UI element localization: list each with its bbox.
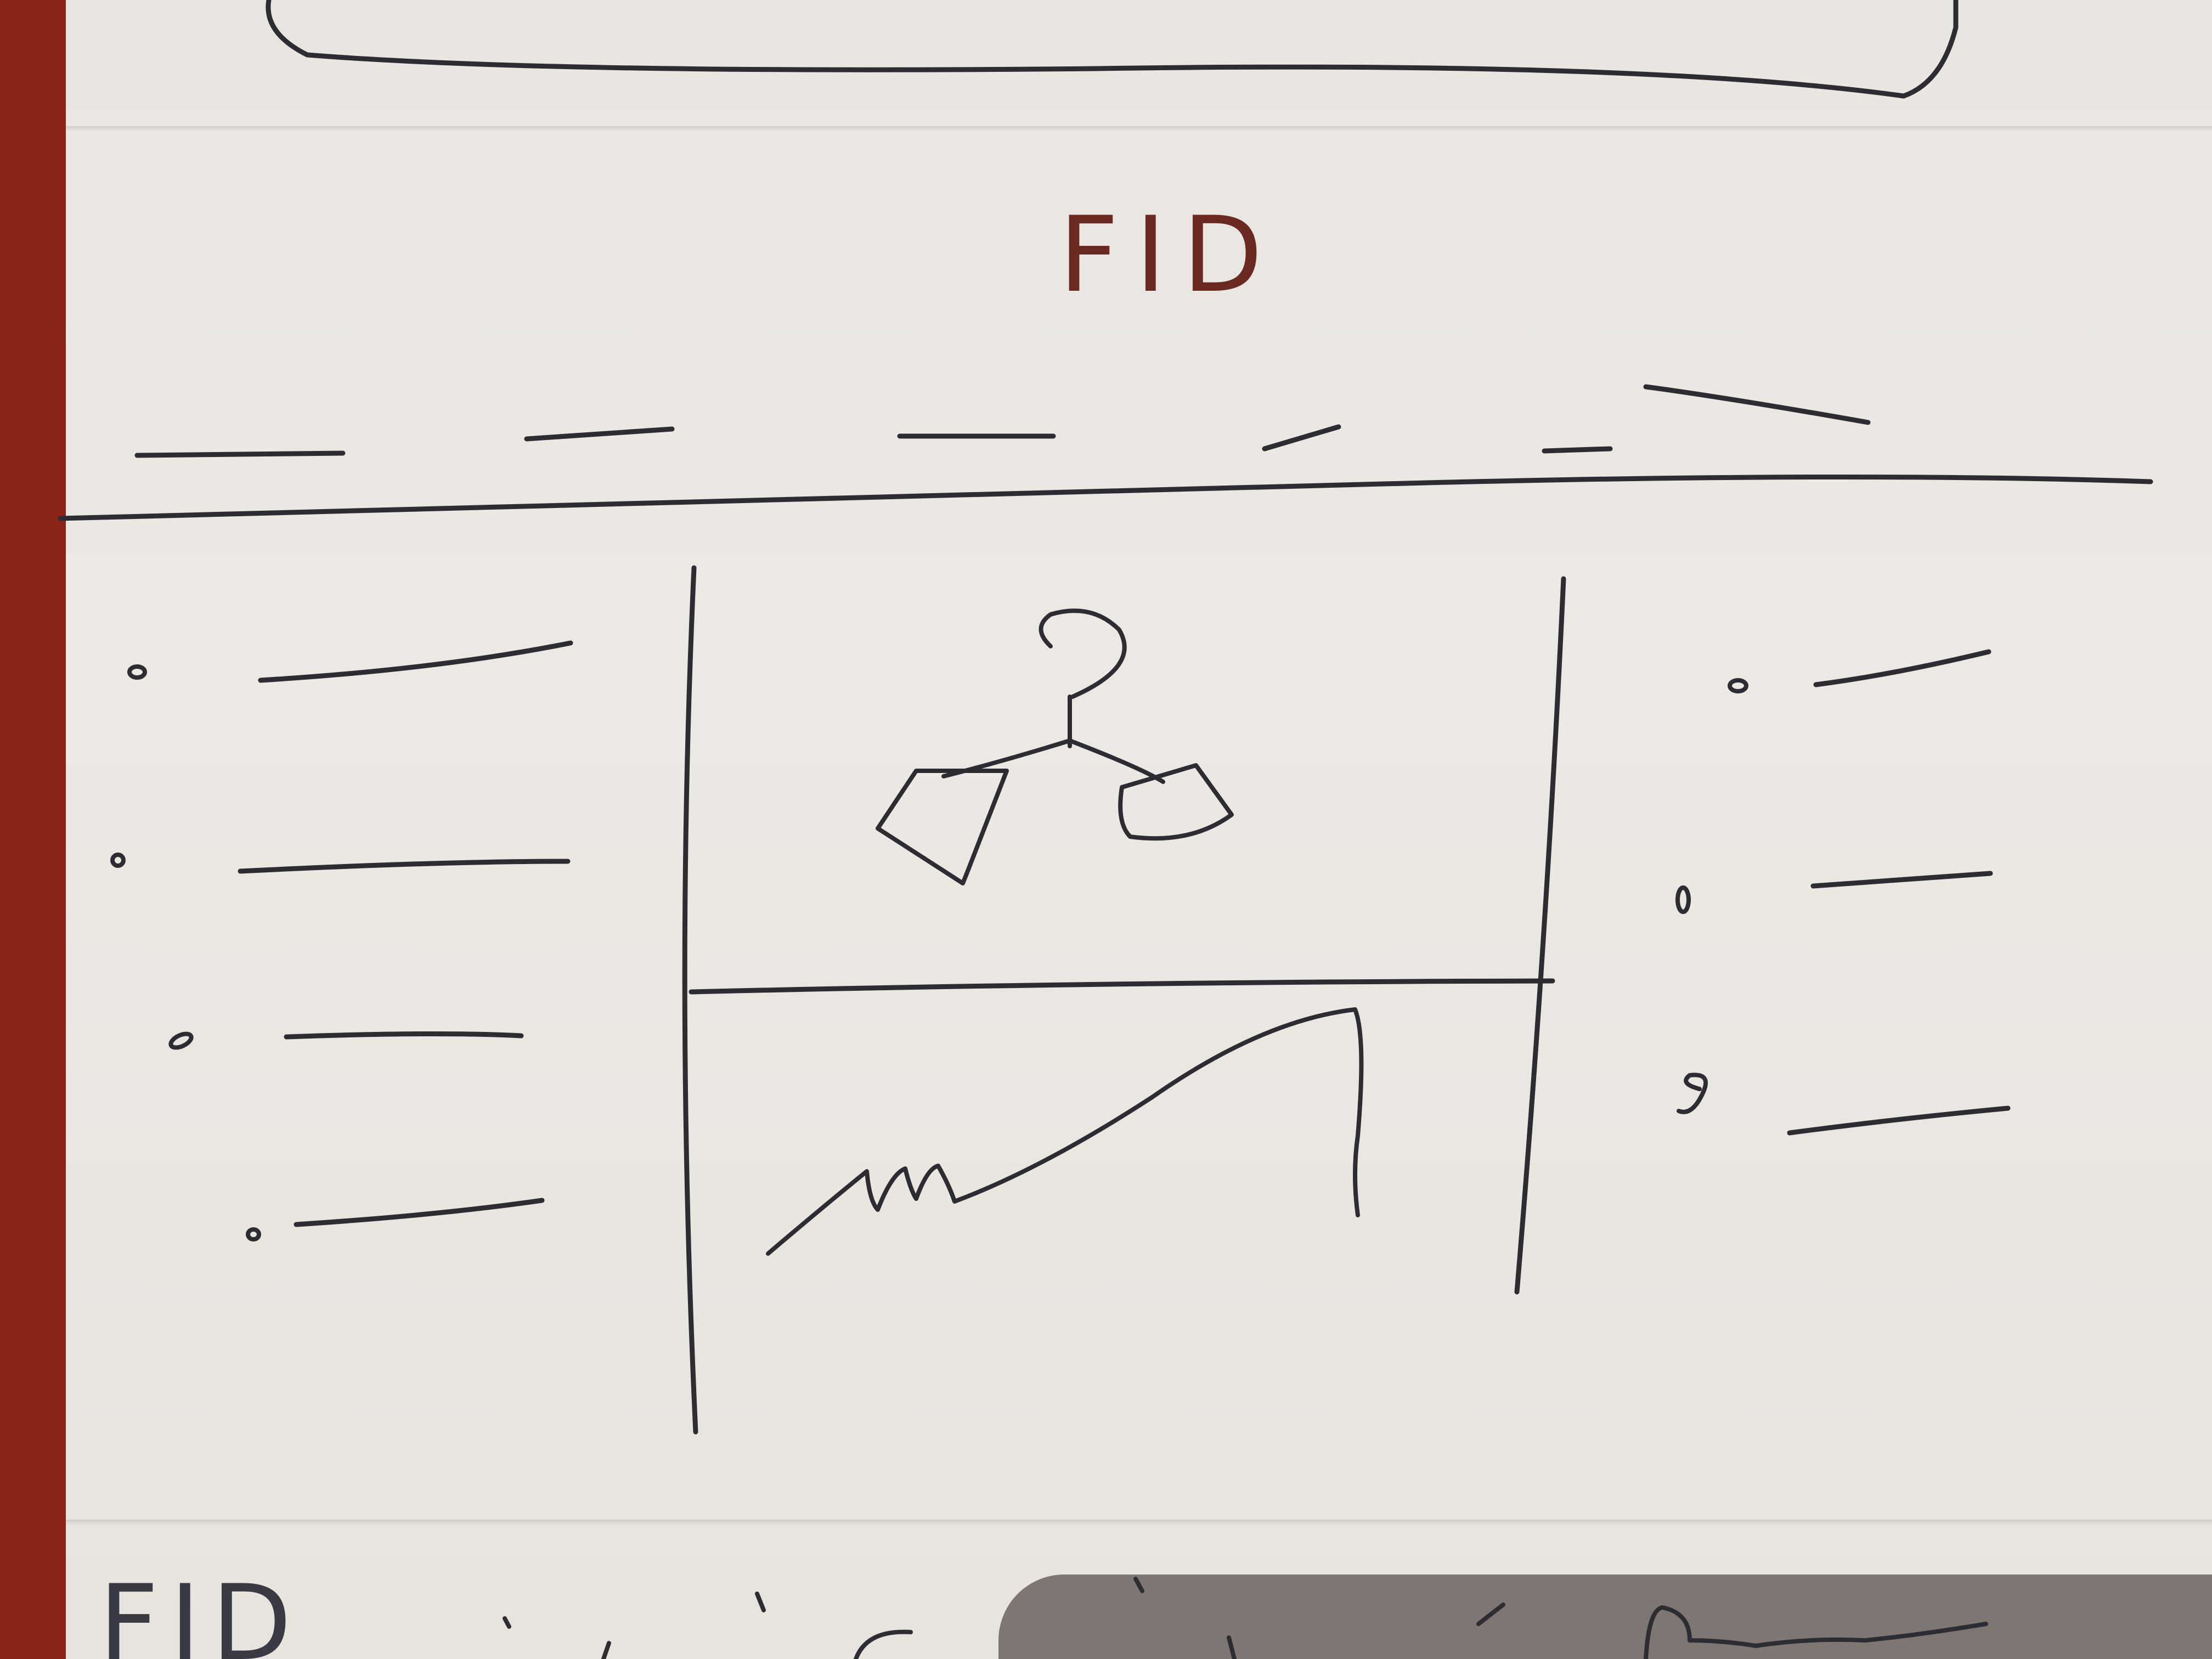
footer-link[interactable] (601, 1641, 611, 1659)
footer-link[interactable] (1227, 1635, 1237, 1659)
nav-item[interactable] (524, 426, 675, 442)
nav-menu (134, 384, 1871, 458)
list-bullet (1677, 1073, 1708, 1114)
list-bullet (168, 1031, 194, 1050)
list-item[interactable] (1787, 1105, 2011, 1136)
nav-item[interactable] (1542, 446, 1613, 454)
footer-link[interactable] (854, 1629, 913, 1659)
main-panel (682, 565, 1566, 1435)
paper-sheet (66, 0, 2212, 1659)
line-chart-icon[interactable] (766, 1007, 1364, 1256)
list-bullet (1675, 885, 1691, 914)
nav-item[interactable] (134, 450, 346, 458)
paper-fold (66, 126, 2212, 132)
footer-link[interactable] (503, 1616, 511, 1629)
list-item[interactable] (1810, 871, 1993, 889)
footer-link[interactable] (1644, 1605, 1988, 1659)
hand-shadow (998, 1575, 2212, 1659)
network-diagram-icon[interactable] (876, 608, 1234, 885)
main-divider (689, 978, 1555, 995)
footer-link[interactable] (1476, 1602, 1505, 1626)
list-item[interactable] (258, 640, 573, 683)
nav-item[interactable] (1643, 384, 1871, 425)
list-bullet (110, 853, 126, 868)
footer-logo[interactable]: FID (99, 1562, 303, 1659)
top-banner-box[interactable] (266, 0, 1959, 99)
footer-links (503, 1577, 1988, 1659)
list-item[interactable] (284, 1031, 524, 1040)
main-left-border (682, 565, 698, 1435)
footer-link[interactable] (1133, 1577, 1144, 1593)
list-bullet (246, 1227, 261, 1242)
list-item[interactable] (294, 1198, 545, 1227)
paper-fold (66, 1520, 2212, 1525)
header-logo[interactable]: FID (1059, 194, 1279, 315)
list-item[interactable] (1813, 649, 1991, 687)
right-list (1675, 649, 2011, 1136)
list-bullet (127, 664, 147, 680)
left-list (110, 640, 573, 1242)
footer-link[interactable] (755, 1592, 766, 1612)
list-bullet (1728, 678, 1748, 693)
nav-item[interactable] (1262, 424, 1341, 452)
header-divider (58, 474, 2153, 521)
list-item[interactable] (238, 859, 571, 874)
main-right-border (1514, 576, 1566, 1295)
